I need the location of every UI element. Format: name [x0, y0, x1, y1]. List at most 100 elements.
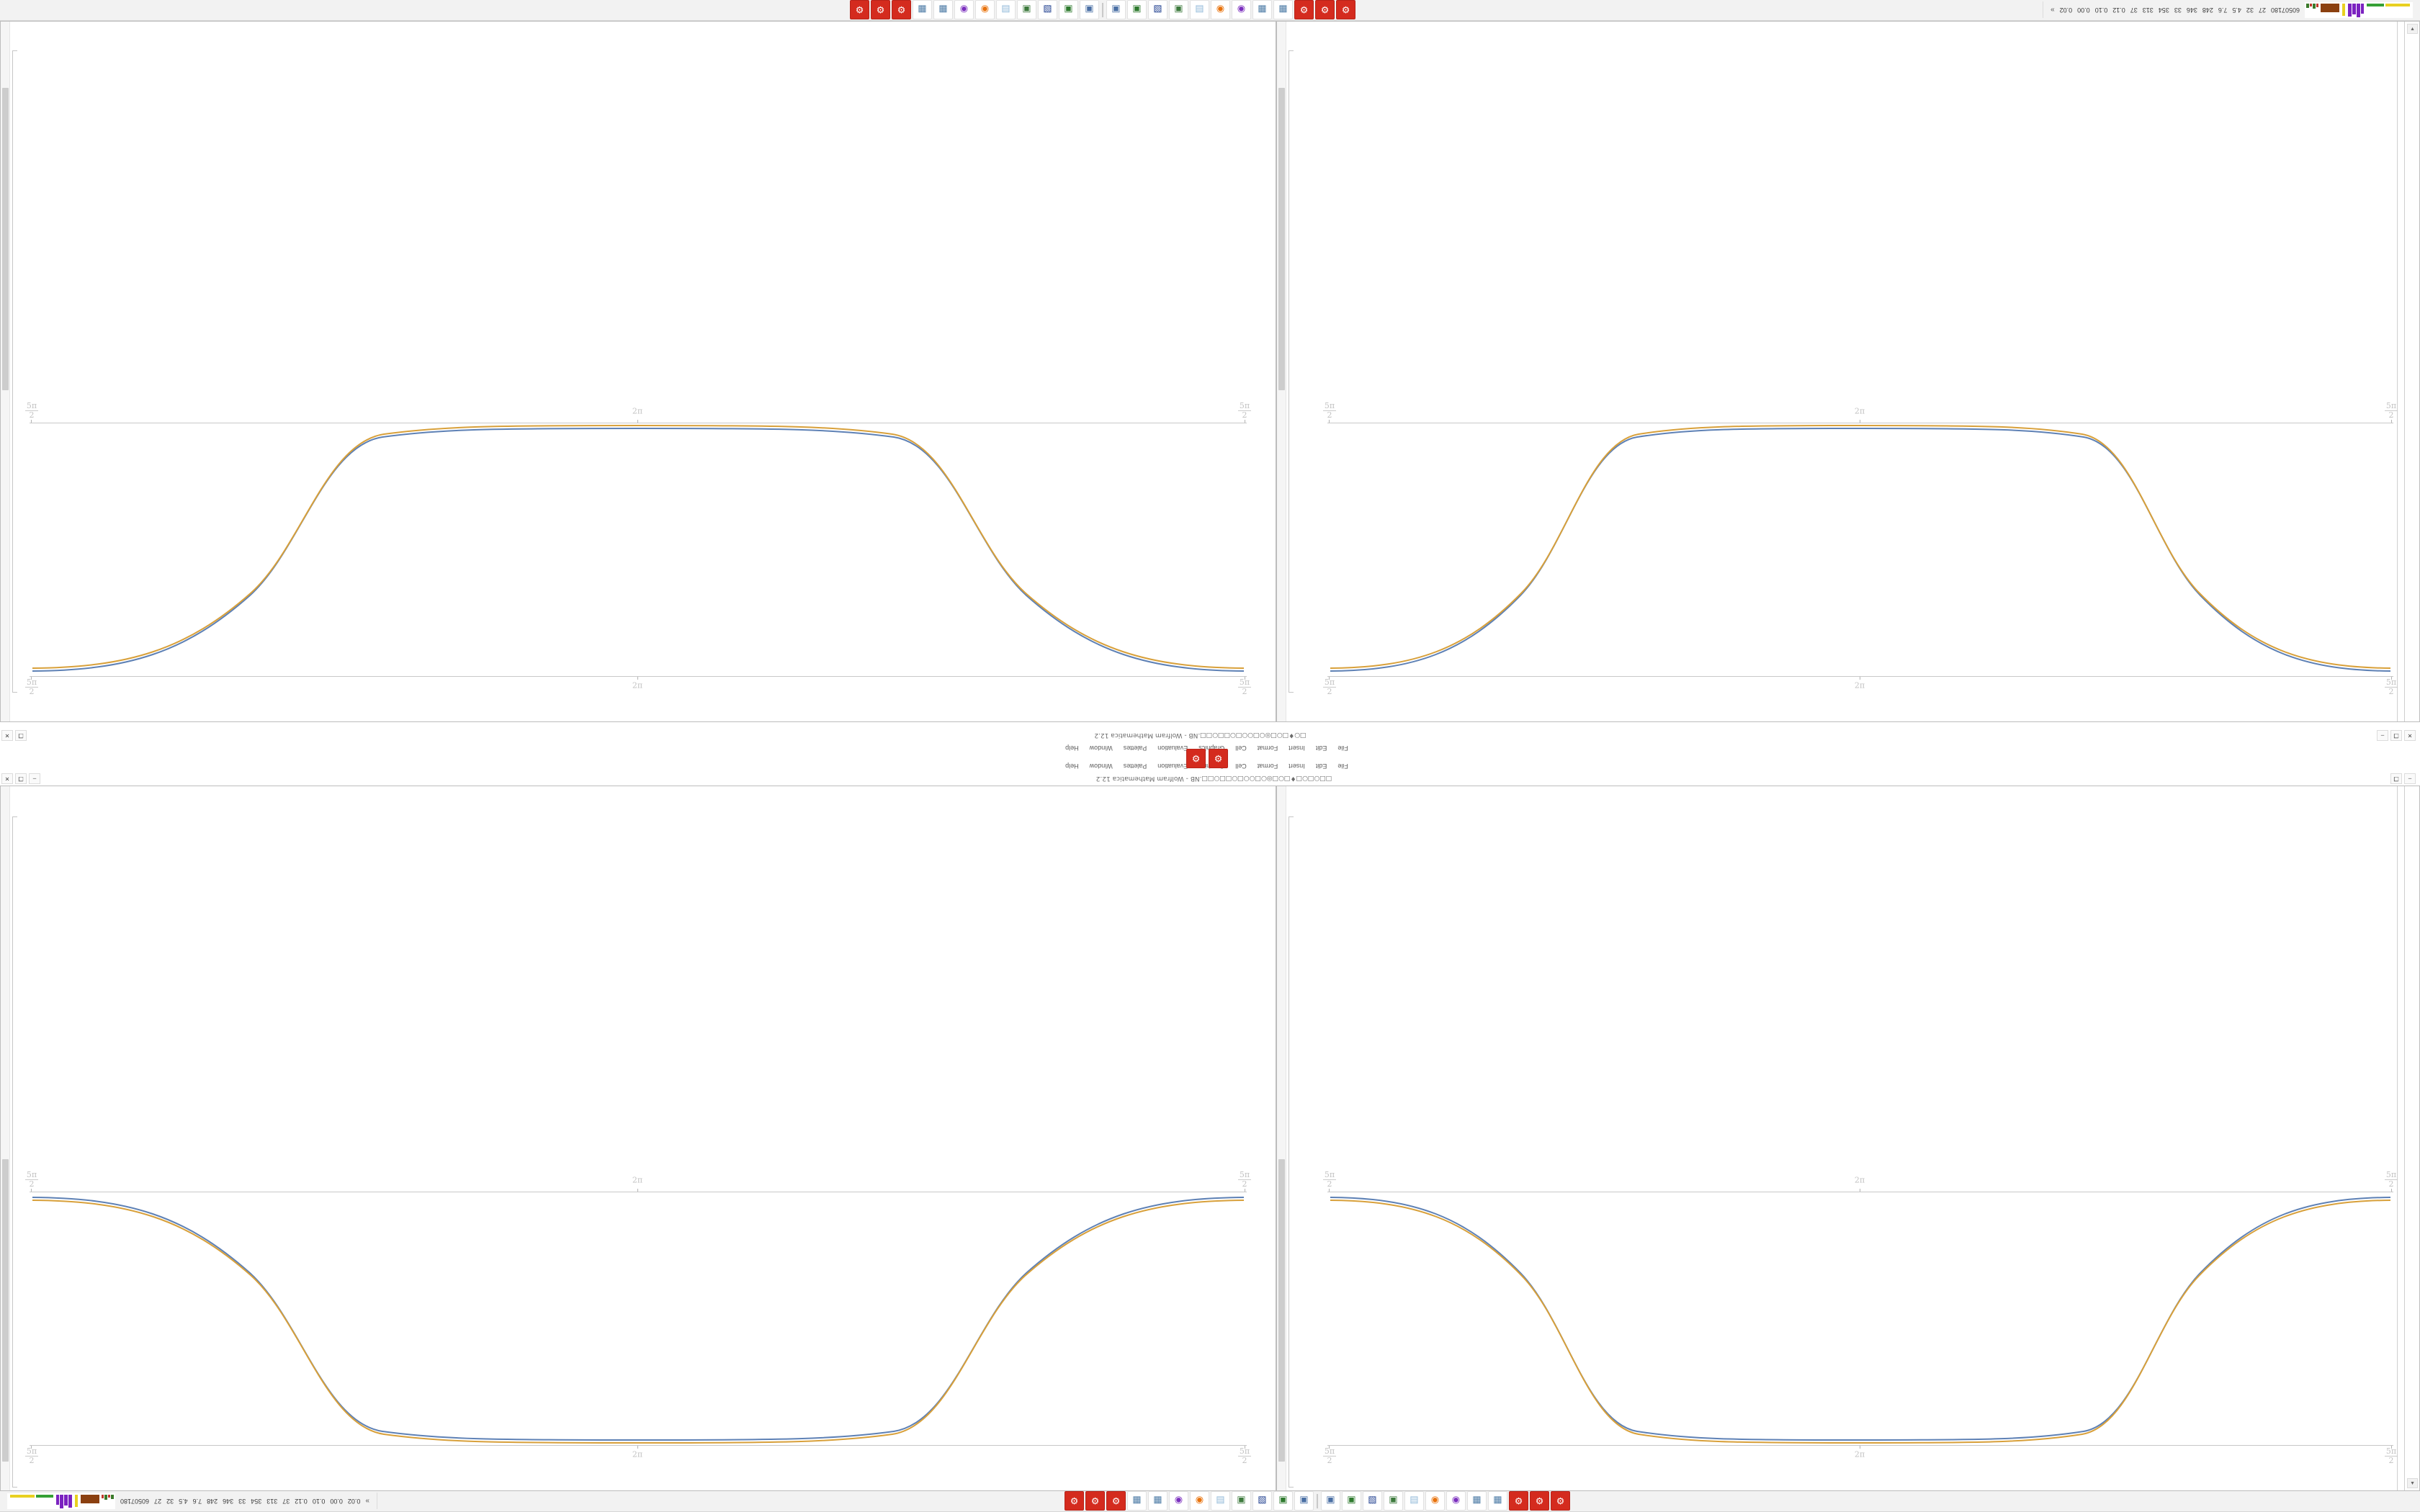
gear-red-icon[interactable]: ⚙ [1106, 1491, 1126, 1511]
vertical-scroll-thumb[interactable] [1278, 88, 1285, 390]
notepad-icon[interactable]: ▤ [1190, 0, 1209, 20]
gear-red-icon[interactable]: ⚙ [1530, 1491, 1549, 1511]
monitor-blue-icon[interactable]: ▣ [1294, 1491, 1314, 1511]
monitor-blue-icon[interactable]: ▣ [1106, 0, 1126, 20]
gear-red-icon[interactable]: ⚙ [1186, 749, 1206, 768]
menu-item-file[interactable]: File [1337, 744, 1348, 752]
notebook-canvas-right[interactable]: 5π 2 2π 5π 2 5π 2 2π 5π 2 [1, 786, 1276, 1490]
vertical-scroll-thumb[interactable] [2, 88, 9, 390]
menu-item-insert[interactable]: Insert [1289, 744, 1305, 752]
menu-item-help[interactable]: Help [1065, 744, 1079, 752]
menu-item-cell[interactable]: Cell [1235, 762, 1247, 770]
vertical-scrollbar[interactable] [1, 21, 10, 721]
gear-red-icon[interactable]: ⚙ [1294, 0, 1314, 20]
taskbar-icon-group-a[interactable]: ⚙ ⚙ ⚙ ▦ ▦ ◉ ◉ ▤ ▣ ▧ ▣ ▣ [1321, 1491, 1570, 1511]
gear-red-icon[interactable]: ⚙ [1509, 1491, 1528, 1511]
cell-bracket[interactable] [12, 816, 17, 1488]
menu-item-evaluation[interactable]: Evaluation [1157, 744, 1188, 752]
inline-gear-icons[interactable]: ⚙ ⚙ [1186, 749, 1228, 768]
gear-red-icon[interactable]: ⚙ [1085, 1491, 1105, 1511]
calculator-icon[interactable]: ▦ [1127, 1491, 1147, 1511]
vertical-scroll-thumb[interactable] [1278, 1159, 1285, 1462]
scroll-down-arrow[interactable]: ▼ [2407, 24, 2418, 34]
calculator-icon[interactable]: ▦ [1273, 0, 1293, 20]
scroll-up-arrow[interactable]: ▲ [2407, 1478, 2418, 1488]
calculator-icon[interactable]: ▦ [1467, 1491, 1487, 1511]
cell-bracket[interactable] [1289, 816, 1294, 1488]
monitor-blue-icon[interactable]: ▣ [1321, 1491, 1340, 1511]
vertical-scrollbar[interactable] [1277, 786, 1286, 1490]
notebook-canvas-bottom-right[interactable]: 5π 2 2π 5π 2 5π 2 2π 5π 2 [1, 21, 1276, 721]
plot-bottom-left[interactable]: 5π 2 2π 5π 2 5π 2 2π 5π 2 [1322, 52, 2398, 721]
monitor-icon[interactable]: ▣ [1384, 1491, 1403, 1511]
system-tray[interactable]: 60507180 27 32 4.5 7.6 248 346 33 354 31… [2043, 1, 2420, 19]
taskbar-icon-group-b[interactable]: ⚙ ⚙ ⚙ ▦ ▦ ◉ ◉ ▤ ▣ ▧ ▣ ▣ [1106, 0, 1355, 20]
notebook-canvas-left[interactable]: ▲ 5π 2 2π 5π 2 5π 2 2π [1277, 786, 2419, 1490]
notebook-canvas-bottom-left[interactable]: 5π 2 2π 5π 2 5π 2 2π 5π 2 [1277, 21, 2419, 721]
floppy-48-icon[interactable]: ▧ [1038, 0, 1057, 20]
notebook-window-bottom-right[interactable]: 5π 2 2π 5π 2 5π 2 2π 5π 2 [0, 21, 1276, 722]
gear-red-icon[interactable]: ⚙ [1065, 1491, 1084, 1511]
gear-red-icon[interactable]: ⚙ [1209, 749, 1228, 768]
cell-bracket[interactable] [1289, 50, 1294, 693]
terminal-green-icon[interactable]: ▣ [1127, 0, 1147, 20]
terminal-green-icon[interactable]: ▣ [1059, 0, 1078, 20]
minimize-button[interactable]: – [2377, 730, 2388, 741]
firefox-icon[interactable]: ◉ [1190, 1491, 1209, 1511]
calculator-icon[interactable]: ▦ [1252, 0, 1272, 20]
floppy-64-icon[interactable]: ▧ [1252, 1491, 1272, 1511]
notebook-window-bottom-left[interactable]: 5π 2 2π 5π 2 5π 2 2π 5π 2 [1276, 21, 2420, 722]
gear-red-icon[interactable]: ⚙ [871, 0, 890, 20]
plot-top-left[interactable]: 5π 2 2π 5π 2 5π 2 2π 5π 2 [1322, 821, 2398, 1490]
system-tray[interactable]: » 0.02 0.00 0.10 0.12 37 313 354 33 346 … [0, 1493, 377, 1510]
minimize-button[interactable]: – [29, 773, 40, 784]
menu-item-file[interactable]: File [1337, 762, 1348, 770]
gear-red-icon[interactable]: ⚙ [1551, 1491, 1570, 1511]
ie-icon[interactable]: ◉ [954, 0, 974, 20]
notebook-titlebar-a[interactable]: – ❐ □□○□○□♦□○□◎○□○○□○□□○□□.NB - Wolfram … [0, 772, 2420, 786]
notepad-icon[interactable]: ▤ [996, 0, 1016, 20]
maximize-button[interactable]: ❐ [15, 773, 27, 784]
menu-item-edit[interactable]: Edit [1315, 744, 1327, 752]
notebook-window-left[interactable]: ▲ 5π 2 2π 5π 2 5π 2 2π [1276, 786, 2420, 1491]
tray-chevron-icon[interactable]: » [2051, 6, 2055, 14]
maximize-button[interactable]: ❐ [2390, 730, 2402, 741]
vertical-scrollbar[interactable] [1277, 21, 1286, 721]
close-button[interactable]: ✕ [2404, 730, 2416, 741]
calculator-icon[interactable]: ▦ [933, 0, 953, 20]
ie-icon[interactable]: ◉ [1446, 1491, 1466, 1511]
monitor-icon[interactable]: ▣ [1232, 1491, 1251, 1511]
menu-item-window[interactable]: Window [1089, 744, 1113, 752]
menu-item-help[interactable]: Help [1065, 762, 1079, 770]
menu-item-palettes[interactable]: Palettes [1123, 744, 1147, 752]
close-button[interactable]: ✕ [1, 730, 13, 741]
taskbar-icon-group-a[interactable]: ▣ ▣ ▧ ▣ ▤ ◉ ◉ ▦ ▦ ⚙ ⚙ ⚙ [850, 0, 1099, 20]
menu-item-edit[interactable]: Edit [1315, 762, 1327, 770]
menu-item-evaluation[interactable]: Evaluation [1157, 762, 1188, 770]
plot-top-right[interactable]: 5π 2 2π 5π 2 5π 2 2π 5π 2 [24, 821, 1252, 1490]
vertical-scroll-thumb[interactable] [2, 1159, 9, 1462]
taskbar-bottom[interactable]: 60507180 27 32 4.5 7.6 248 346 33 354 31… [0, 0, 2420, 21]
vertical-scrollbar[interactable] [1, 786, 10, 1490]
notepad-icon[interactable]: ▤ [1211, 1491, 1230, 1511]
maximize-button[interactable]: ❐ [2390, 773, 2402, 784]
notebook-window-right[interactable]: 5π 2 2π 5π 2 5π 2 2π 5π 2 [0, 786, 1276, 1491]
calculator-icon[interactable]: ▦ [913, 0, 932, 20]
monitor-blue-icon[interactable]: ▣ [1080, 0, 1099, 20]
maximize-button[interactable]: ❐ [15, 730, 27, 741]
menu-item-format[interactable]: Format [1257, 744, 1278, 752]
taskbar-icon-group-b[interactable]: ▣ ▣ ▧ ▣ ▤ ◉ ◉ ▦ ▦ ⚙ ⚙ ⚙ [1065, 1491, 1314, 1511]
ie-icon[interactable]: ◉ [1232, 0, 1251, 20]
menu-item-format[interactable]: Format [1257, 762, 1278, 770]
firefox-icon[interactable]: ◉ [1211, 0, 1230, 20]
minimize-button[interactable]: – [2404, 773, 2416, 784]
floppy-64-icon[interactable]: ▧ [1148, 0, 1168, 20]
tray-chevron-icon[interactable]: » [365, 1497, 369, 1506]
plot-bottom-right[interactable]: 5π 2 2π 5π 2 5π 2 2π 5π 2 [24, 52, 1252, 721]
ie-icon[interactable]: ◉ [1169, 1491, 1188, 1511]
gear-red-icon[interactable]: ⚙ [850, 0, 869, 20]
notepad-icon[interactable]: ▤ [1404, 1491, 1424, 1511]
gear-red-icon[interactable]: ⚙ [892, 0, 911, 20]
monitor-icon[interactable]: ▣ [1017, 0, 1036, 20]
terminal-green-icon[interactable]: ▣ [1342, 1491, 1361, 1511]
